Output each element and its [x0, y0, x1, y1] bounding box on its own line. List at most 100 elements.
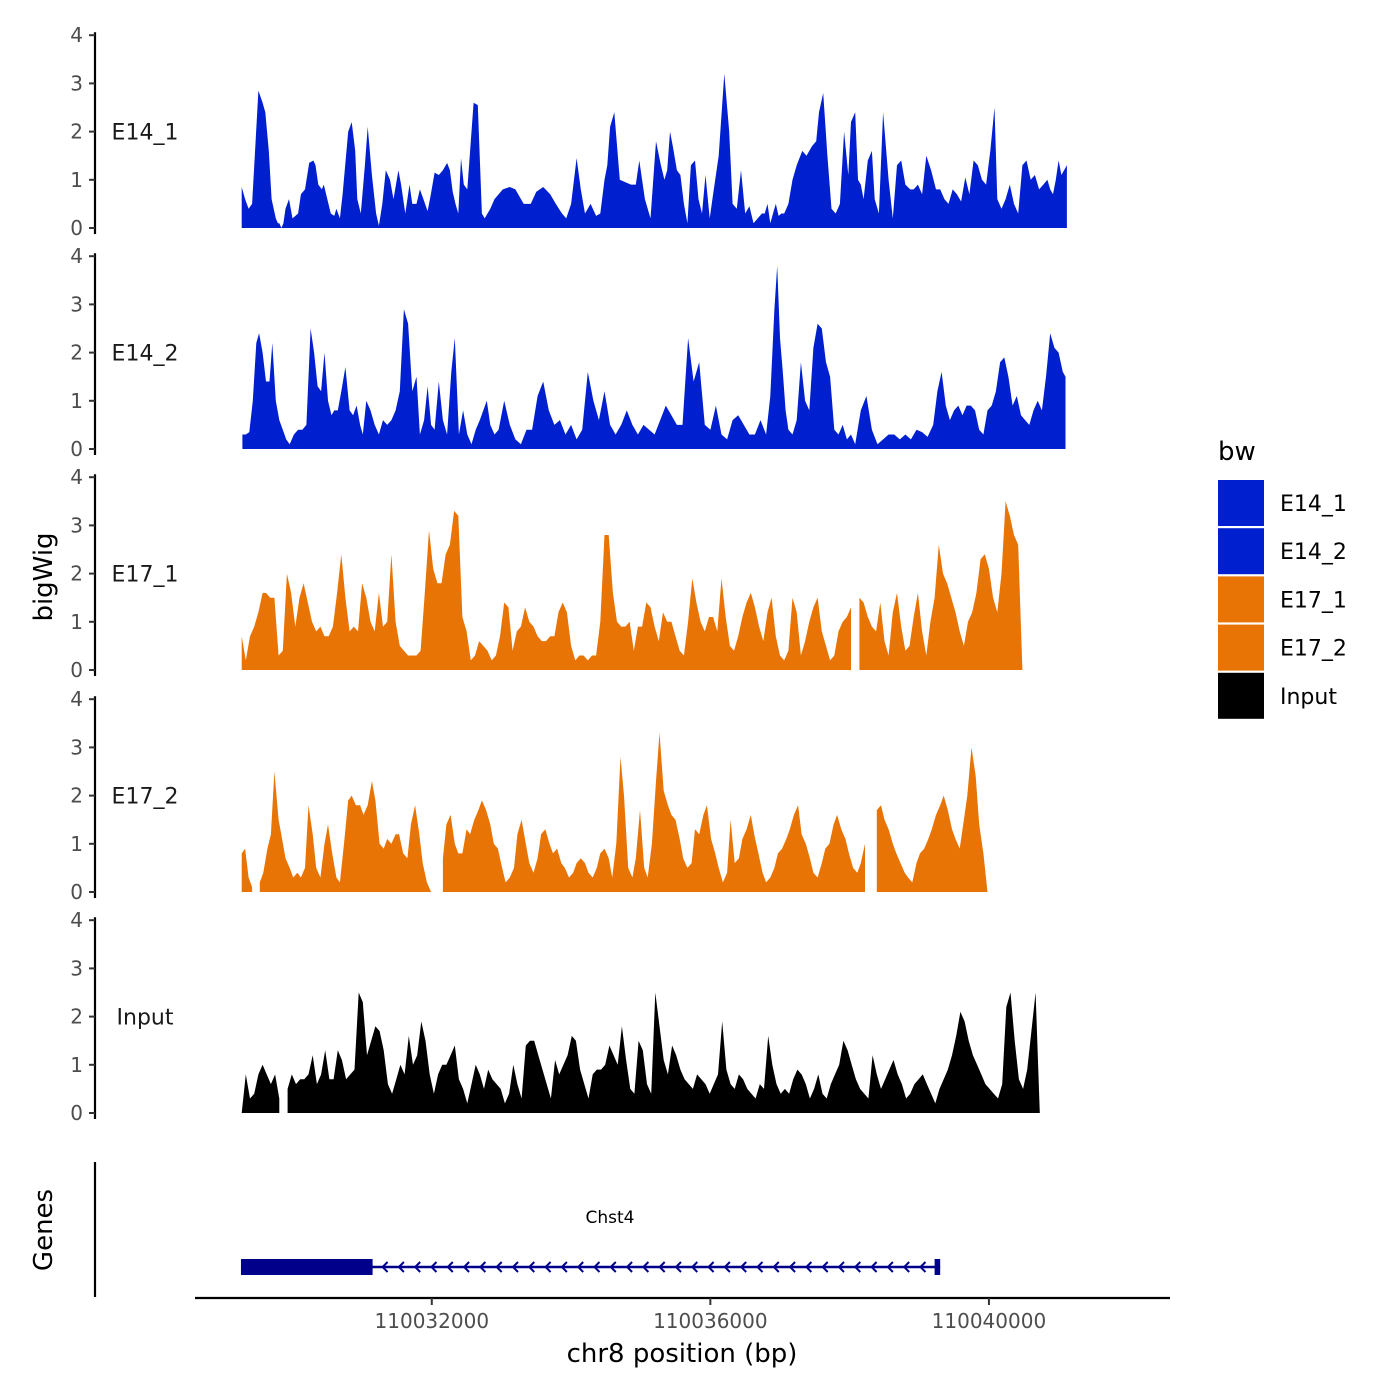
legend-entry-e17-2: E17_2: [1218, 624, 1347, 671]
x-axis: 110032000 110036000 110040000 chr8 positio…: [195, 1296, 1170, 1369]
legend-swatch: [1218, 528, 1264, 575]
y-axis-e17-2: 0 1 2 3 4: [70, 687, 97, 904]
strand-arrow: [381, 1261, 389, 1273]
area-e17-2-segment-1: [241, 848, 253, 892]
strand-arrow: [853, 1261, 861, 1273]
legend-swatch: [1218, 624, 1264, 671]
strand-arrow: [756, 1261, 764, 1273]
strand-arrow: [544, 1261, 552, 1273]
track-label-e14-1: E14_1: [112, 121, 179, 146]
genes-track-title: Genes: [29, 1189, 59, 1271]
y-axis-input: 0 1 2 3 4: [70, 908, 97, 1125]
area-input-segment-1: [241, 1064, 280, 1113]
y-tick-label: 1: [70, 389, 83, 413]
strand-arrow: [593, 1261, 601, 1273]
gene-exon-2: [934, 1259, 941, 1275]
legend-swatch: [1218, 672, 1264, 719]
x-axis-title: chr8 position (bp): [567, 1339, 798, 1369]
area-input-segment-2: [287, 992, 1040, 1113]
strand-arrow: [397, 1261, 405, 1273]
strand-arrow: [413, 1261, 421, 1273]
strand-arrow: [527, 1261, 535, 1273]
area-e17-2-segment-4: [876, 747, 988, 892]
y-tick-label: 2: [70, 341, 83, 365]
x-tick-label: 110032000: [375, 1309, 490, 1333]
y-tick-label: 3: [70, 513, 83, 537]
area-e17-2-segment-3: [442, 732, 865, 892]
legend-label: E14_1: [1280, 492, 1347, 517]
strand-arrow: [495, 1261, 503, 1273]
legend-title: bw: [1218, 437, 1256, 467]
strand-arrow: [707, 1261, 715, 1273]
y-tick-label: 0: [70, 658, 83, 682]
y-tick-label: 2: [70, 1005, 83, 1029]
y-tick-label: 0: [70, 880, 83, 904]
y-tick-label: 0: [70, 216, 83, 240]
y-tick-label: 1: [70, 832, 83, 856]
legend-label: E17_2: [1280, 637, 1347, 662]
y-tick-label: 0: [70, 1101, 83, 1125]
strand-arrow: [446, 1261, 454, 1273]
legend-entry-e14-2: E14_2: [1218, 528, 1347, 575]
y-tick-label: 0: [70, 437, 83, 461]
strand-arrow: [870, 1261, 878, 1273]
y-tick-label: 3: [70, 71, 83, 95]
y-axis-e14-2: 0 1 2 3 4: [70, 244, 97, 461]
strand-arrow: [658, 1261, 666, 1273]
legend-swatch: [1218, 576, 1264, 623]
area-e14-1-segment-1: [241, 73, 1067, 228]
track-label-e17-1: E17_1: [112, 563, 179, 588]
strand-arrow: [804, 1261, 813, 1273]
y-axes: 0 1 2 3 4 0 1 2 3 4 0 1 2 3 4 0 1 2 3 4 0 1 2 3 4: [70, 23, 97, 1125]
strand-arrow: [478, 1261, 487, 1273]
gene-exon-1: [240, 1259, 373, 1275]
strand-arrow: [690, 1261, 698, 1273]
y-tick-label: 1: [70, 1053, 83, 1077]
strand-arrow: [609, 1261, 617, 1273]
strand-arrow: [625, 1261, 633, 1273]
legend-label: Input: [1280, 685, 1337, 710]
signal-tracks: [241, 73, 1067, 1113]
y-tick-label: 4: [70, 465, 83, 489]
track-labels: E14_1 E14_2 E17_1 E17_2 Input: [112, 121, 179, 1031]
legend-entries: E14_1 E14_2 E17_1 E17_2 Input: [1218, 480, 1347, 719]
strand-arrow: [788, 1261, 796, 1273]
strand-arrow: [511, 1261, 519, 1273]
gene-name-label: Chst4: [586, 1208, 635, 1228]
track-label-input: Input: [117, 1006, 174, 1031]
y-tick-label: 3: [70, 735, 83, 759]
strand-arrow: [919, 1261, 927, 1273]
y-tick-label: 3: [70, 956, 83, 980]
legend-entry-input: Input: [1218, 672, 1337, 719]
track-label-e17-2: E17_2: [112, 785, 179, 810]
track-input: [241, 992, 1040, 1113]
y-tick-label: 3: [70, 292, 83, 316]
y-tick-label: 4: [70, 23, 83, 47]
track-e14-1: [241, 73, 1067, 228]
strand-arrow: [430, 1261, 438, 1273]
y-axis-title: bigWig: [29, 532, 59, 621]
y-tick-label: 4: [70, 687, 83, 711]
y-axis-e17-1: 0 1 2 3 4: [70, 465, 97, 682]
legend-label: E17_1: [1280, 588, 1347, 613]
area-e17-2-segment-2: [259, 771, 432, 892]
track-e17-2: [241, 732, 988, 892]
x-axis-ticks: 110032000 110036000 110040000: [375, 1298, 1046, 1333]
y-tick-label: 1: [70, 168, 83, 192]
y-tick-label: 2: [70, 784, 83, 808]
strand-arrow: [739, 1261, 747, 1273]
y-tick-label: 1: [70, 610, 83, 634]
strand-arrow: [723, 1261, 731, 1273]
y-tick-label: 2: [70, 562, 83, 586]
y-tick-label: 4: [70, 908, 83, 932]
strand-arrow: [821, 1261, 829, 1273]
legend-label: E14_2: [1280, 540, 1347, 565]
strand-arrow: [837, 1261, 845, 1273]
area-e14-2-segment-1: [242, 265, 1066, 449]
track-label-e14-2: E14_2: [112, 342, 179, 367]
y-tick-label: 4: [70, 244, 83, 268]
gene-track: Genes Chst4: [29, 1162, 941, 1297]
legend-swatch: [1218, 480, 1264, 526]
strand-arrow: [576, 1261, 584, 1273]
